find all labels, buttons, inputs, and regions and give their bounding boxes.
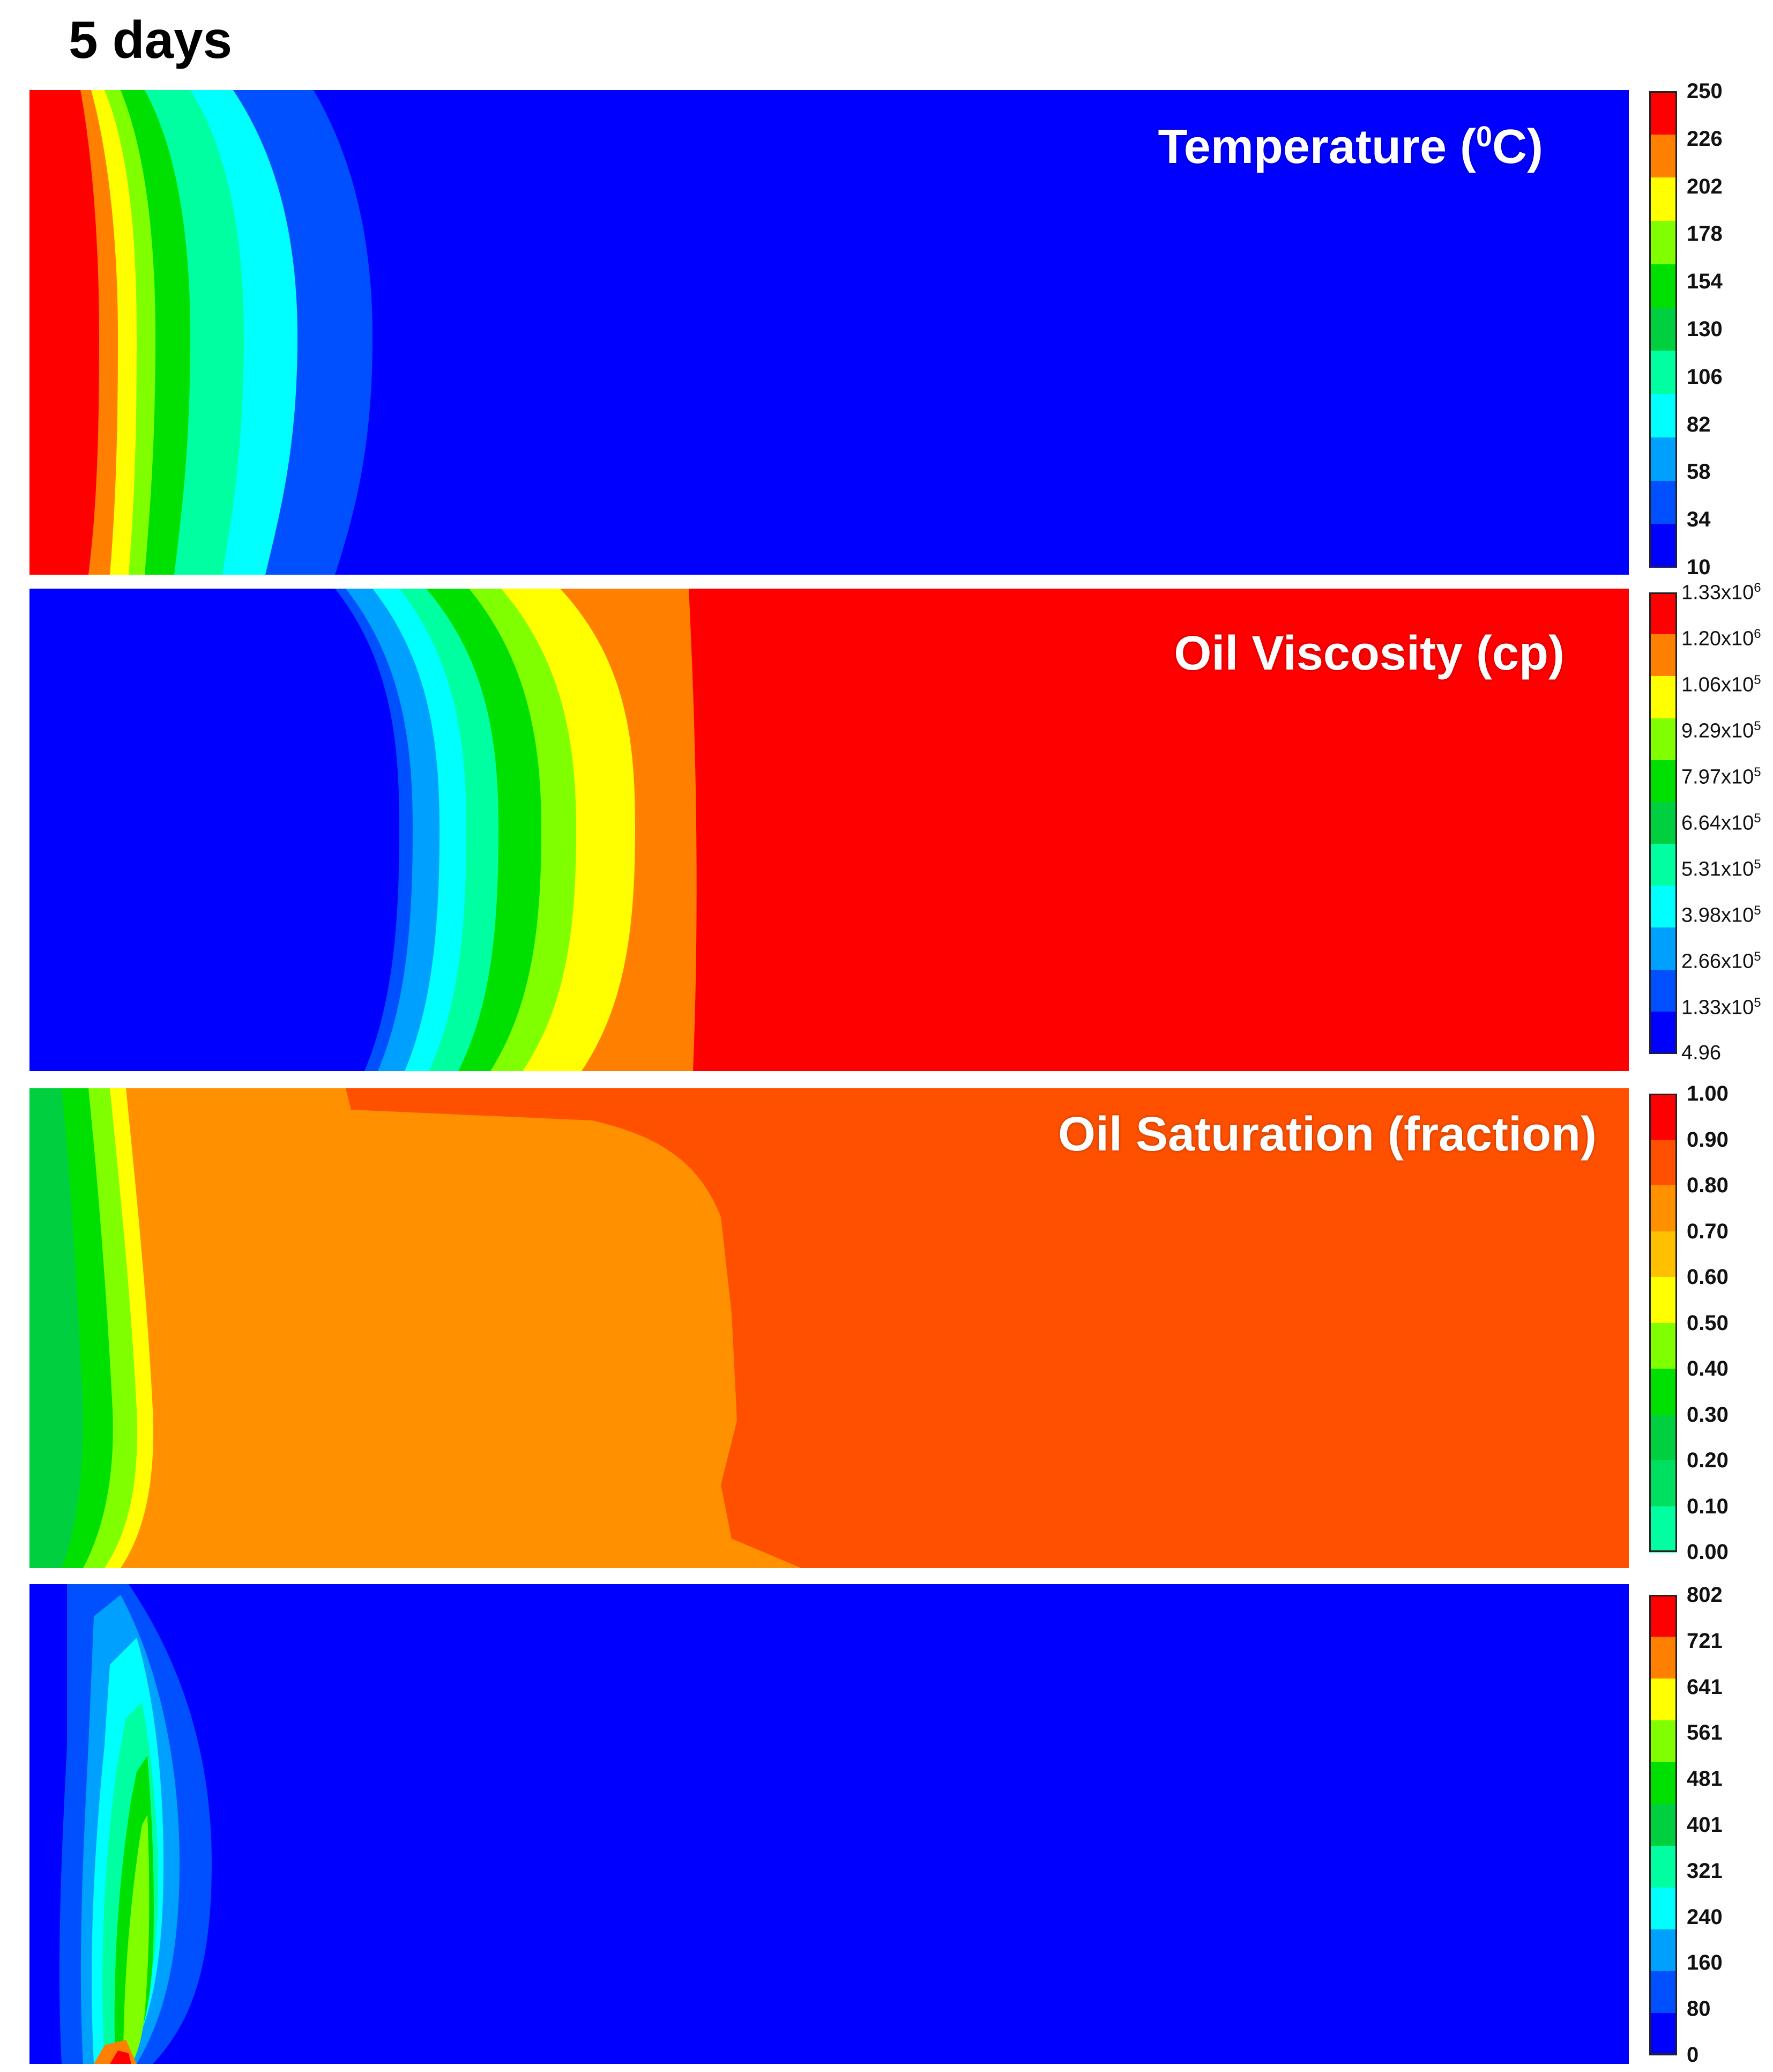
bottom-region-0 <box>29 1584 1629 2064</box>
saturation-title: Oil Saturation (fraction) <box>1058 1107 1597 1162</box>
saturation-colorbar-tick-label: 0.80 <box>1687 1174 1729 1198</box>
viscosity-colorbar <box>1649 592 1677 1053</box>
saturation-colorbar <box>1649 1094 1677 1552</box>
bottom-colorbar-tick-label: 802 <box>1687 1583 1723 1607</box>
temperature-title: Temperature (0C) <box>1158 120 1544 175</box>
saturation-colorbar-tick-label: 0.30 <box>1687 1403 1729 1427</box>
viscosity-panel: Oil Viscosity (cp) <box>29 589 1629 1071</box>
saturation-colorbar-tick-label: 0.60 <box>1687 1265 1729 1289</box>
saturation-panel: Oil Saturation (fraction) <box>29 1088 1629 1568</box>
bottom-colorbar-tick-label: 641 <box>1687 1675 1723 1699</box>
viscosity-title: Oil Viscosity (cp) <box>1174 626 1565 681</box>
saturation-colorbar-tick-label: 0.50 <box>1687 1311 1729 1335</box>
page-title: 5 days <box>69 10 232 70</box>
bottom-colorbar-tick-label: 401 <box>1687 1813 1723 1837</box>
saturation-colorbar-tick-label: 0.20 <box>1687 1449 1729 1473</box>
bottom-colorbar-tick-label: 80 <box>1687 1997 1711 2021</box>
bottom-colorbar-tick-label: 0 <box>1687 2043 1698 2067</box>
saturation-colorbar-tick-label: 0.00 <box>1687 1540 1729 1564</box>
temperature-colorbar-tick-label: 58 <box>1687 460 1711 484</box>
temperature-colorbar-tick-label: 250 <box>1687 79 1723 103</box>
bottom-colorbar-tick-label: 721 <box>1687 1629 1723 1653</box>
temperature-colorbar-tick-label: 130 <box>1687 317 1723 341</box>
bottom-colorbar-frame <box>1649 1595 1677 2055</box>
temperature-colorbar-tick-label: 10 <box>1687 555 1711 580</box>
saturation-colorbar-tick-label: 1.00 <box>1687 1082 1729 1106</box>
temperature-colorbar-tick-label: 106 <box>1687 365 1723 389</box>
bottom-colorbar-tick-label: 240 <box>1687 1905 1723 1929</box>
temperature-title-suffix: C) <box>1492 120 1543 174</box>
viscosity-colorbar-tick-label: 1.33x106 <box>1681 581 1761 605</box>
temperature-region-250 <box>29 90 99 575</box>
viscosity-colorbar-tick-label: 1.06x105 <box>1681 673 1761 697</box>
bottom-panel <box>29 1584 1629 2064</box>
saturation-colorbar-tick-label: 0.10 <box>1687 1495 1729 1519</box>
viscosity-colorbar-tick-label: 5.31x105 <box>1681 857 1761 881</box>
temperature-colorbar-tick-label: 226 <box>1687 127 1723 151</box>
bottom-colorbar-tick-label: 561 <box>1687 1721 1723 1745</box>
temperature-panel: Temperature (0C) <box>29 90 1629 575</box>
bottom-colorbar <box>1649 1595 1677 2055</box>
temperature-colorbar-tick-label: 154 <box>1687 270 1723 294</box>
viscosity-colorbar-tick-label: 9.29x105 <box>1681 719 1761 743</box>
temperature-colorbar-tick-label: 202 <box>1687 175 1723 199</box>
viscosity-colorbar-tick-label: 3.98x105 <box>1681 903 1761 927</box>
viscosity-colorbar-tick-label: 1.20x106 <box>1681 627 1761 651</box>
viscosity-colorbar-tick-label: 1.33x105 <box>1681 996 1761 1020</box>
saturation-colorbar-tick-label: 0.40 <box>1687 1357 1729 1381</box>
temperature-colorbar-tick-label: 82 <box>1687 413 1711 437</box>
bottom-colorbar-tick-label: 481 <box>1687 1767 1723 1791</box>
viscosity-colorbar-tick-label: 4.96 <box>1681 1042 1721 1065</box>
temperature-colorbar-frame <box>1649 91 1677 567</box>
bottom-colorbar-tick-label: 321 <box>1687 1859 1723 1883</box>
bottom-colorbar-tick-label: 160 <box>1687 1951 1723 1975</box>
viscosity-colorbar-tick-label: 2.66x105 <box>1681 949 1761 974</box>
viscosity-colorbar-tick-label: 7.97x105 <box>1681 765 1761 789</box>
bottom-heatmap <box>29 1584 1629 2064</box>
saturation-colorbar-tick-label: 0.70 <box>1687 1220 1729 1244</box>
viscosity-region-min <box>29 589 399 1071</box>
viscosity-colorbar-tick-label: 6.64x105 <box>1681 811 1761 835</box>
temperature-colorbar <box>1649 91 1677 567</box>
temperature-title-sup: 0 <box>1476 121 1492 153</box>
temperature-colorbar-tick-label: 178 <box>1687 222 1723 246</box>
saturation-colorbar-frame <box>1649 1094 1677 1552</box>
temperature-colorbar-tick-label: 34 <box>1687 508 1711 532</box>
temperature-title-text: Temperature ( <box>1158 120 1476 174</box>
viscosity-colorbar-frame <box>1649 592 1677 1053</box>
saturation-colorbar-tick-label: 0.90 <box>1687 1128 1729 1152</box>
